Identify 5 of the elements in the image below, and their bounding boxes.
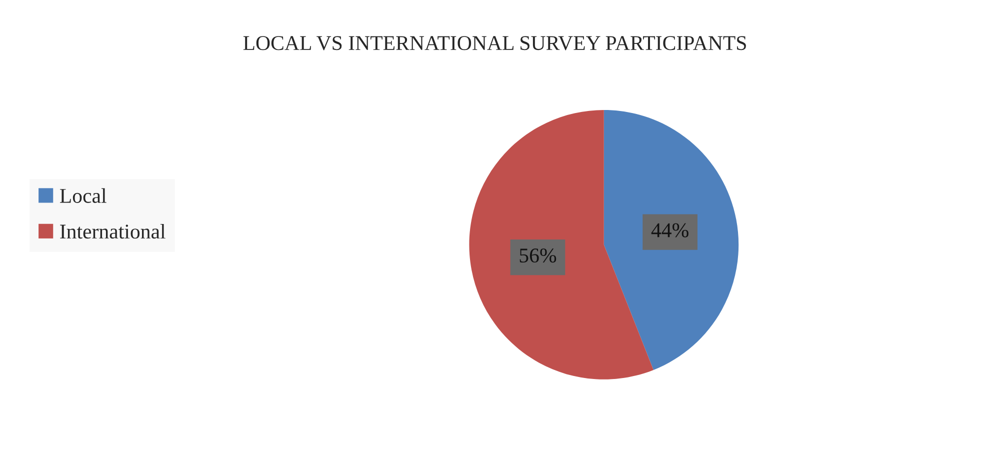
- legend-label: International: [60, 224, 166, 239]
- data-label: 56%: [520, 248, 556, 263]
- legend-label: Local: [60, 188, 106, 203]
- chart-title: LOCAL VS INTERNATIONAL SURVEY PARTICIPANTS: [243, 36, 746, 50]
- data-label: 44%: [651, 223, 688, 238]
